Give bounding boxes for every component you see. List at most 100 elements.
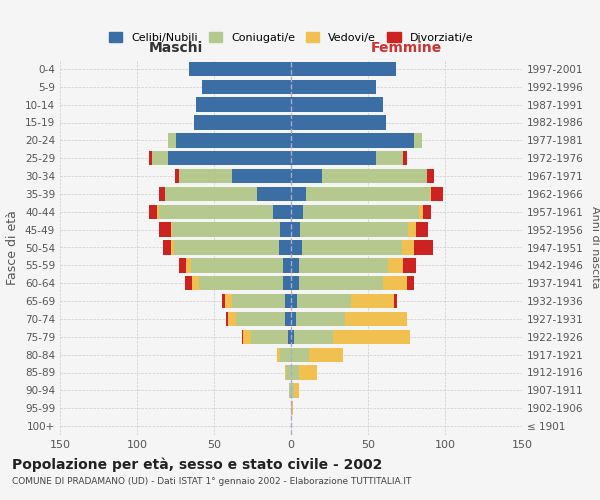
Bar: [277, 348, 280, 362]
Bar: [257, 187, 291, 201]
Bar: [427, 169, 434, 183]
Bar: [430, 187, 431, 201]
Bar: [307, 187, 430, 201]
Bar: [291, 98, 383, 112]
Text: Maschi: Maschi: [148, 40, 203, 54]
Bar: [403, 258, 416, 272]
Bar: [299, 366, 317, 380]
Bar: [351, 294, 394, 308]
Bar: [171, 240, 174, 254]
Bar: [285, 366, 286, 380]
Bar: [191, 258, 283, 272]
Bar: [300, 222, 408, 237]
Bar: [291, 294, 297, 308]
Bar: [291, 276, 299, 290]
Bar: [345, 312, 407, 326]
Bar: [171, 222, 172, 237]
Text: Popolazione per età, sesso e stato civile - 2002: Popolazione per età, sesso e stato civil…: [12, 458, 382, 472]
Bar: [236, 312, 285, 326]
Bar: [294, 330, 332, 344]
Bar: [226, 312, 228, 326]
Bar: [280, 222, 291, 237]
Bar: [291, 62, 396, 76]
Bar: [424, 204, 431, 219]
Bar: [383, 276, 407, 290]
Bar: [194, 116, 291, 130]
Bar: [193, 276, 199, 290]
Bar: [291, 204, 304, 219]
Bar: [168, 133, 176, 148]
Bar: [322, 169, 427, 183]
Bar: [291, 151, 376, 166]
Text: COMUNE DI PRADAMANO (UD) - Dati ISTAT 1° gennaio 2002 - Elaborazione TUTTITALIA.: COMUNE DI PRADAMANO (UD) - Dati ISTAT 1°…: [12, 478, 412, 486]
Bar: [163, 240, 171, 254]
Bar: [291, 187, 307, 201]
Bar: [157, 204, 158, 219]
Bar: [158, 187, 165, 201]
Bar: [291, 133, 414, 148]
Bar: [291, 169, 322, 183]
Bar: [291, 312, 296, 326]
Bar: [283, 276, 291, 290]
Bar: [332, 330, 410, 344]
Bar: [403, 151, 407, 166]
Bar: [202, 80, 291, 94]
Bar: [283, 258, 291, 272]
Bar: [376, 151, 403, 166]
Bar: [199, 276, 283, 290]
Bar: [278, 240, 291, 254]
Bar: [416, 222, 428, 237]
Bar: [294, 383, 299, 398]
Bar: [297, 294, 351, 308]
Bar: [302, 240, 402, 254]
Bar: [291, 258, 299, 272]
Bar: [304, 204, 419, 219]
Bar: [152, 151, 168, 166]
Bar: [286, 366, 291, 380]
Bar: [149, 151, 152, 166]
Bar: [158, 204, 272, 219]
Bar: [232, 294, 285, 308]
Bar: [272, 204, 291, 219]
Bar: [291, 348, 310, 362]
Legend: Celibi/Nubili, Coniugati/e, Vedovi/e, Divorziati/e: Celibi/Nubili, Coniugati/e, Vedovi/e, Di…: [104, 28, 478, 48]
Bar: [228, 312, 236, 326]
Bar: [419, 204, 424, 219]
Bar: [185, 276, 193, 290]
Bar: [407, 276, 414, 290]
Bar: [280, 348, 291, 362]
Bar: [251, 330, 288, 344]
Y-axis label: Anni di nascita: Anni di nascita: [590, 206, 600, 289]
Bar: [299, 276, 383, 290]
Bar: [149, 204, 157, 219]
Bar: [168, 151, 291, 166]
Bar: [243, 330, 251, 344]
Bar: [291, 401, 293, 415]
Bar: [172, 222, 280, 237]
Bar: [179, 169, 232, 183]
Bar: [408, 222, 416, 237]
Bar: [175, 169, 179, 183]
Bar: [158, 222, 171, 237]
Bar: [388, 258, 403, 272]
Bar: [414, 240, 433, 254]
Bar: [291, 366, 299, 380]
Bar: [402, 240, 414, 254]
Bar: [291, 116, 386, 130]
Bar: [291, 222, 300, 237]
Bar: [291, 80, 376, 94]
Bar: [291, 240, 302, 254]
Bar: [165, 187, 257, 201]
Bar: [176, 133, 291, 148]
Y-axis label: Fasce di età: Fasce di età: [7, 210, 19, 285]
Bar: [174, 240, 278, 254]
Bar: [179, 258, 186, 272]
Bar: [225, 294, 232, 308]
Bar: [299, 258, 388, 272]
Bar: [186, 258, 191, 272]
Bar: [291, 383, 294, 398]
Bar: [394, 294, 397, 308]
Bar: [296, 312, 345, 326]
Bar: [285, 312, 291, 326]
Bar: [232, 169, 291, 183]
